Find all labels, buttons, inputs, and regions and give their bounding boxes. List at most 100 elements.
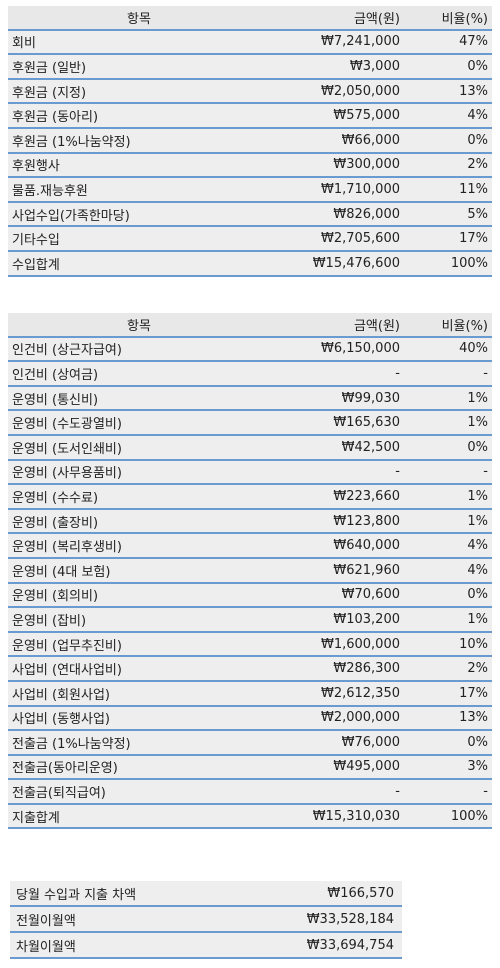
table-row: 사업수입(가족한마당) ₩826,000 5% <box>8 202 492 228</box>
row-ratio: 2% <box>467 157 488 173</box>
row-amount: ₩2,705,600 <box>320 231 400 247</box>
row-amount: ₩621,960 <box>333 562 400 578</box>
table-row: 전출금(동아리운영) ₩495,000 3% <box>8 755 492 781</box>
row-amount: ₩70,600 <box>341 587 400 603</box>
row-ratio: 13% <box>459 710 488 726</box>
row-ratio: 1% <box>467 513 488 529</box>
row-item: 운영비 (4대 보험) <box>12 564 111 580</box>
row-item: 후원금 (지정) <box>12 85 87 101</box>
row-item: 사업비 (연대사업비) <box>12 663 122 679</box>
row-ratio: 3% <box>467 759 488 775</box>
row-item: 인건비 (상근자급여) <box>12 343 122 359</box>
row-ratio: 0% <box>467 439 488 455</box>
table-row: 운영비 (잡비) ₩103,200 1% <box>8 608 492 633</box>
table-row: 운영비 (출장비) ₩123,800 1% <box>8 509 492 535</box>
table-row: 후원금 (일반) ₩3,000 0% <box>8 55 492 80</box>
row-amount: ₩7,241,000 <box>320 34 400 50</box>
row-amount: ₩42,500 <box>341 439 400 455</box>
header-ratio: 비율(%) <box>441 11 488 27</box>
row-amount: ₩223,660 <box>333 488 400 504</box>
summary-label: 전월이월액 <box>16 913 76 929</box>
table-row: 사업비 (연대사업비) ₩286,300 2% <box>8 657 492 682</box>
row-item: 수입합계 <box>12 257 60 273</box>
table-row: 운영비 (수수료) ₩223,660 1% <box>8 485 492 510</box>
header-amount: 금액(원) <box>353 318 400 334</box>
summary-row: 전월이월액 ₩33,528,184 <box>10 907 402 933</box>
row-ratio: 0% <box>467 734 488 750</box>
summary-amount: ₩166,570 <box>327 885 394 901</box>
row-amount: ₩2,050,000 <box>320 83 400 99</box>
row-amount: ₩66,000 <box>341 132 400 148</box>
table-row: 인건비 (상여금) - - <box>8 362 492 387</box>
row-item: 후원금 (일반) <box>12 60 87 76</box>
row-ratio: 17% <box>459 685 488 701</box>
row-item: 회비 <box>12 36 36 52</box>
row-ratio: 11% <box>459 181 488 197</box>
row-amount: ₩3,000 <box>349 58 400 74</box>
row-amount: ₩15,476,600 <box>312 255 400 271</box>
row-item: 운영비 (복리후생비) <box>12 540 122 556</box>
row-amount: ₩575,000 <box>333 108 400 124</box>
row-ratio: 1% <box>467 390 488 406</box>
row-ratio: 4% <box>467 108 488 124</box>
row-item: 운영비 (통신비) <box>12 392 99 408</box>
table-row: 운영비 (도서인쇄비) ₩42,500 0% <box>8 435 492 461</box>
row-amount: - <box>395 365 400 381</box>
row-amount: ₩2,612,350 <box>320 685 400 701</box>
table-row: 사업비 (회원사업) ₩2,612,350 17% <box>8 681 492 707</box>
expense-table: 항목 금액(원) 비율(%) 인건비 (상근자급여) ₩6,150,000 40% 인… <box>8 313 492 830</box>
row-item: 운영비 (사무용품비) <box>12 466 122 482</box>
table-row: 물품.재능후원 ₩1,710,000 11% <box>8 178 492 203</box>
row-item: 운영비 (수수료) <box>12 490 99 506</box>
summary-label: 차월이월액 <box>16 939 76 955</box>
row-ratio: 40% <box>459 341 488 357</box>
row-ratio: 100% <box>450 255 488 271</box>
row-ratio: 4% <box>467 538 488 554</box>
summary-label: 당월 수입과 지출 차액 <box>16 887 137 903</box>
row-amount: ₩76,000 <box>341 734 400 750</box>
row-ratio: 1% <box>467 488 488 504</box>
table-row: 후원금 (1%나눔약정) ₩66,000 0% <box>8 128 492 154</box>
header-ratio: 비율(%) <box>441 318 488 334</box>
table-row: 지출합계 ₩15,310,030 100% <box>8 804 492 830</box>
row-item: 후원금 (동아리) <box>12 110 99 126</box>
row-amount: ₩640,000 <box>333 538 400 554</box>
row-ratio: 5% <box>467 206 488 222</box>
summary-amount: ₩33,694,754 <box>306 937 394 953</box>
table-row: 운영비 (사무용품비) - - <box>8 460 492 486</box>
row-amount: ₩2,000,000 <box>320 710 400 726</box>
table-header: 항목 금액(원) 비율(%) <box>8 6 492 31</box>
header-amount: 금액(원) <box>353 11 400 27</box>
row-ratio: 2% <box>467 661 488 677</box>
row-ratio: 1% <box>467 415 488 431</box>
row-item: 운영비 (도서인쇄비) <box>12 441 122 457</box>
row-amount: ₩300,000 <box>333 157 400 173</box>
header-item: 항목 <box>127 318 151 334</box>
summary-row: 당월 수입과 지출 차액 ₩166,570 <box>10 881 402 907</box>
row-amount: ₩6,150,000 <box>320 341 400 357</box>
row-amount: - <box>395 784 400 800</box>
row-item: 인건비 (상여금) <box>12 367 99 383</box>
row-ratio: - <box>483 464 488 480</box>
table-row: 운영비 (수도광열비) ₩165,630 1% <box>8 411 492 436</box>
row-ratio: 0% <box>467 587 488 603</box>
row-amount: ₩495,000 <box>333 759 400 775</box>
row-ratio: 100% <box>450 808 488 824</box>
row-item: 운영비 (잡비) <box>12 613 87 629</box>
row-item: 후원행사 <box>12 159 60 175</box>
row-ratio: 47% <box>459 34 488 50</box>
header-item: 항목 <box>127 11 151 27</box>
table-row: 운영비 (업무추진비) ₩1,600,000 10% <box>8 632 492 658</box>
row-amount: - <box>395 464 400 480</box>
row-amount: ₩1,710,000 <box>320 181 400 197</box>
row-item: 운영비 (수도광열비) <box>12 417 122 433</box>
row-amount: ₩1,600,000 <box>320 636 400 652</box>
row-item: 운영비 (업무추진비) <box>12 638 122 654</box>
table-row: 운영비 (4대 보험) ₩621,960 4% <box>8 558 492 584</box>
row-item: 전출금(퇴직급여) <box>12 786 106 802</box>
summary-row: 차월이월액 ₩33,694,754 <box>10 933 402 959</box>
row-amount: ₩826,000 <box>333 206 400 222</box>
table-row: 후원금 (동아리) ₩575,000 4% <box>8 104 492 129</box>
row-ratio: 13% <box>459 83 488 99</box>
table-row: 운영비 (복리후생비) ₩640,000 4% <box>8 534 492 559</box>
